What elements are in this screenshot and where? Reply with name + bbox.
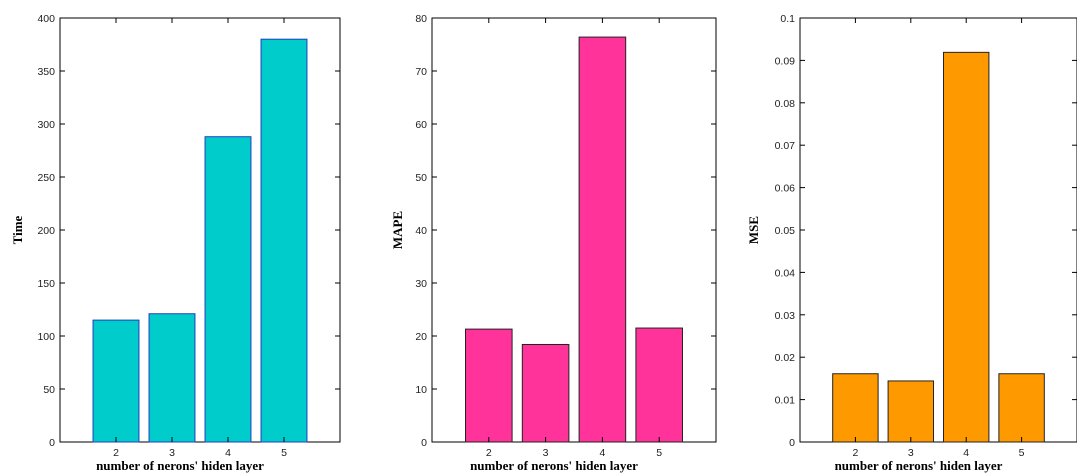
y-tick-label: 60 — [415, 119, 427, 131]
y-tick-label: 40 — [415, 225, 427, 237]
bar-4 — [942, 51, 990, 443]
y-tick-label: 0 — [421, 437, 427, 449]
y-tick-label: 20 — [415, 331, 427, 343]
y-tick-label: 0.04 — [775, 267, 796, 279]
y-tick-label: 0.08 — [775, 98, 796, 110]
y-tick-label: 0.02 — [775, 352, 796, 364]
bar-5 — [260, 38, 308, 443]
y-tick-label: 70 — [415, 66, 427, 78]
bar-3 — [148, 313, 196, 443]
y-tick-label: 0 — [789, 437, 795, 449]
x-tick-label: 5 — [656, 447, 662, 459]
y-tick-label: 50 — [415, 172, 427, 184]
y-tick-label: 0.01 — [775, 395, 796, 407]
bar-4 — [578, 36, 627, 443]
y-tick-label: 0.03 — [775, 310, 796, 322]
x-tick-label: 4 — [963, 447, 969, 459]
y-tick-label: 0.1 — [780, 13, 795, 25]
y-axis-label: MSE — [746, 216, 761, 244]
y-tick-label: 400 — [37, 13, 55, 25]
y-tick-label: 80 — [415, 13, 427, 25]
y-tick-label: 0.05 — [775, 225, 796, 237]
y-tick-label: 250 — [37, 172, 55, 184]
y-tick-label: 0.09 — [775, 55, 796, 67]
x-tick-label: 4 — [599, 447, 605, 459]
bar-2 — [92, 319, 140, 443]
bar-2 — [832, 373, 879, 443]
chart-time: 0 50 100 150 200 250 300 350 400 2 3 4 5 number of ne… — [10, 13, 341, 473]
x-tick-label: 4 — [225, 447, 231, 459]
x-tick-label: 2 — [486, 447, 492, 459]
y-tick-label: 0.07 — [775, 140, 796, 152]
x-axis-label: number of nerons' hiden layer — [835, 458, 1003, 473]
x-axis-label: number of nerons' hiden layer — [96, 458, 264, 473]
y-tick-label: 150 — [37, 278, 55, 290]
y-tick-label: 350 — [37, 66, 55, 78]
chart-mse: 0 0.01 0.02 0.03 0.04 0.05 0.06 0.07 0.08 0.09 0.1… — [746, 13, 1077, 473]
x-tick-label: 5 — [1019, 447, 1025, 459]
y-tick-label: 0 — [49, 437, 55, 449]
y-tick-label: 200 — [37, 225, 55, 237]
y-axis-label: Time — [10, 215, 25, 244]
bar-4 — [204, 136, 252, 443]
x-tick-label: 3 — [543, 447, 549, 459]
y-tick-label: 100 — [37, 331, 55, 343]
bar-5 — [635, 327, 683, 443]
x-tick-label: 3 — [908, 447, 914, 459]
bar-3 — [887, 380, 935, 443]
bar-5 — [998, 373, 1045, 443]
x-tick-label: 2 — [852, 447, 858, 459]
y-tick-label: 0.06 — [775, 183, 796, 195]
y-tick-label: 50 — [43, 384, 55, 396]
chart-mape: 0 10 20 30 40 50 60 70 80 2 3 4 5 number of nerons' h… — [390, 13, 717, 473]
y-tick-label: 30 — [415, 278, 427, 290]
x-tick-label: 2 — [113, 447, 119, 459]
bar-3 — [521, 343, 570, 443]
y-tick-label: 300 — [37, 119, 55, 131]
x-axis-label: number of nerons' hiden layer — [470, 458, 638, 473]
y-axis-label: MAPE — [390, 211, 405, 249]
y-tick-label: 10 — [415, 384, 427, 396]
bar-2 — [465, 328, 513, 443]
x-tick-label: 5 — [281, 447, 287, 459]
x-tick-label: 3 — [169, 447, 175, 459]
